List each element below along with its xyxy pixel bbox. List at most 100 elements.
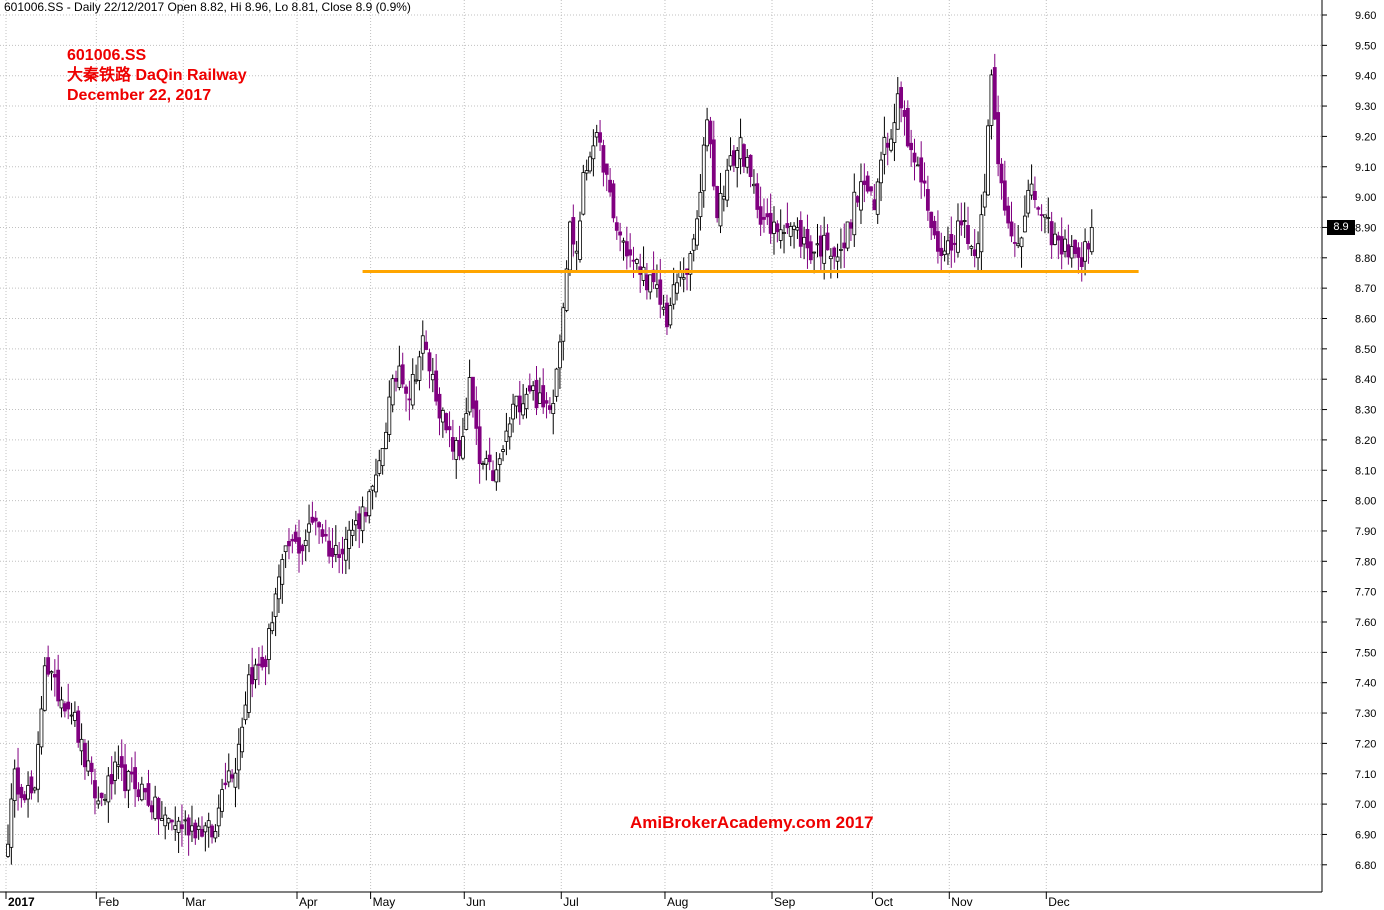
candle-body — [959, 220, 964, 226]
candle-body — [895, 93, 900, 130]
candle-body — [213, 831, 218, 839]
candle-body — [440, 410, 445, 423]
y-tick-label: 9.30 — [1355, 101, 1376, 113]
candle-body — [588, 156, 592, 172]
candle-body — [969, 245, 974, 249]
candle-body — [149, 805, 154, 813]
candle-body — [384, 431, 388, 449]
candle-body — [1066, 244, 1071, 258]
candle-body — [1056, 235, 1061, 241]
candle-body — [310, 516, 315, 523]
candle-body — [1033, 191, 1037, 201]
candle-body — [240, 726, 245, 753]
candle-body — [1063, 238, 1067, 252]
candle-body — [1046, 217, 1051, 219]
candle-body — [598, 132, 602, 143]
candle-body — [852, 191, 857, 236]
candle-body — [979, 214, 984, 253]
candle-body — [899, 87, 904, 109]
candle-body — [313, 517, 318, 522]
candle-body — [19, 786, 24, 799]
candle-body — [691, 238, 696, 251]
y-tick-label: 7.40 — [1355, 678, 1376, 690]
candle-body — [163, 814, 168, 827]
candle-body — [561, 307, 566, 342]
candle-body — [270, 622, 275, 632]
y-tick-label: 8.20 — [1355, 435, 1376, 447]
candle-body — [966, 225, 970, 245]
candle-body — [46, 657, 51, 675]
candle-body — [825, 232, 830, 251]
candle-body — [99, 792, 104, 799]
candle-body — [220, 789, 224, 812]
candle-body — [902, 109, 907, 117]
candle-body — [176, 820, 181, 833]
candle-body — [644, 274, 649, 291]
candle-body — [859, 181, 863, 211]
candle-body — [180, 824, 184, 830]
y-tick-label: 8.70 — [1355, 283, 1376, 295]
candle-body — [875, 181, 880, 215]
candle-body — [1043, 214, 1047, 218]
candle-body — [912, 152, 917, 163]
candle-body — [12, 768, 17, 801]
candle-body — [143, 788, 148, 793]
candle-body — [655, 284, 659, 289]
candle-body — [681, 277, 686, 280]
y-tick-label: 9.00 — [1355, 192, 1376, 204]
y-tick-label: 7.90 — [1355, 526, 1376, 538]
candle-body — [116, 764, 121, 767]
candle-body — [427, 352, 432, 372]
candle-body — [892, 122, 897, 143]
candle-body — [962, 220, 967, 222]
candle-body — [942, 250, 947, 256]
candle-body — [936, 231, 940, 252]
candle-body — [688, 253, 693, 275]
y-tick-label: 8.00 — [1355, 496, 1376, 508]
candle-body — [36, 744, 41, 790]
candle-body — [929, 211, 934, 229]
candle-body — [501, 449, 505, 452]
candle-body — [584, 170, 589, 174]
candle-body — [394, 378, 398, 382]
candle-body — [568, 221, 572, 271]
candle-body — [845, 221, 850, 249]
y-tick-label: 7.80 — [1355, 556, 1376, 568]
candle-body — [200, 828, 204, 837]
candle-body — [367, 491, 372, 517]
candle-body — [865, 175, 870, 192]
candle-body — [260, 656, 265, 668]
candle-body — [474, 400, 479, 429]
y-tick-label: 7.50 — [1355, 647, 1376, 659]
candle-body — [96, 800, 101, 805]
candle-body — [277, 576, 281, 600]
candle-body — [89, 762, 94, 773]
candle-body — [320, 529, 325, 537]
candle-body — [86, 760, 91, 772]
candle-body — [658, 279, 663, 305]
candle-body — [407, 398, 412, 401]
candle-body — [16, 767, 20, 795]
candle-body — [1073, 239, 1077, 254]
candle-body — [641, 266, 646, 281]
candle-body — [989, 74, 994, 126]
candle-body — [22, 794, 27, 801]
candle-body — [715, 186, 720, 219]
candle-body — [571, 217, 576, 245]
y-tick-label: 8.30 — [1355, 405, 1376, 417]
candle-body — [444, 413, 449, 431]
candle-body — [956, 220, 960, 253]
candle-body — [450, 437, 455, 452]
candle-body — [1016, 243, 1021, 247]
candle-body — [123, 764, 127, 792]
y-tick-label: 7.00 — [1355, 799, 1376, 811]
x-tick-label: Jul — [563, 895, 578, 909]
candle-body — [196, 825, 201, 830]
candle-body — [1083, 241, 1087, 262]
y-tick-label: 7.30 — [1355, 708, 1376, 720]
candle-body — [862, 180, 867, 185]
candle-body — [430, 373, 435, 381]
candle-body — [939, 247, 944, 257]
candle-body — [190, 825, 194, 832]
